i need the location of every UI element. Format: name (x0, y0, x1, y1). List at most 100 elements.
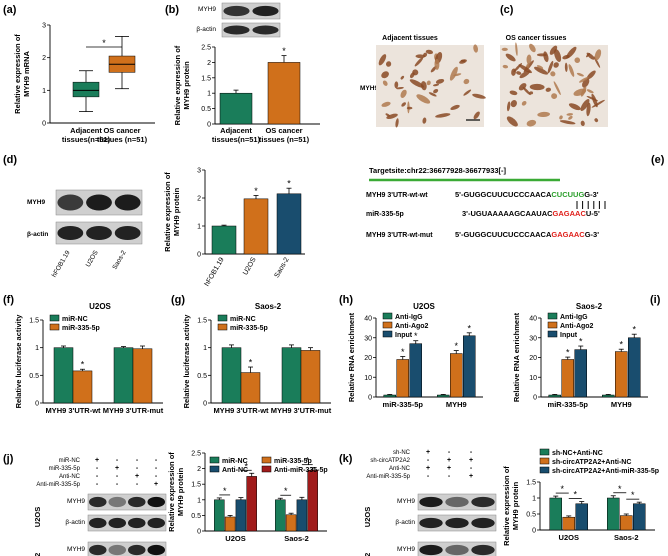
x-tick-label: Saos-2 (284, 534, 309, 543)
y-tick-label: 0 (207, 122, 211, 129)
y-tick-label: 1 (207, 91, 211, 98)
panel-title: Saos-2 (576, 302, 603, 311)
y-axis-label: MYH9 protein (182, 61, 191, 110)
bar-d-0 (211, 225, 237, 255)
panel-title: U2OS (413, 302, 435, 311)
bar-b-0 (219, 92, 253, 125)
significance-star: * (560, 484, 564, 494)
stain-cell (586, 95, 599, 102)
treatment-sign: + (154, 481, 158, 488)
stain-cell (422, 117, 427, 124)
bar-i-0-0 (548, 394, 561, 398)
bar-h-0-2 (409, 343, 422, 398)
stain-cell (434, 58, 440, 70)
stain-cell (416, 94, 431, 104)
bar-i-1-2 (628, 337, 641, 398)
column-title: OS cancer tissues (506, 35, 567, 42)
panel-letter: (j) (3, 453, 14, 465)
stain-cell (568, 103, 581, 111)
y-tick-label: 0.5 (29, 373, 39, 380)
stain-cell (526, 54, 532, 65)
y-tick-label: 2 (197, 466, 201, 473)
y-tick-label: 30 (529, 335, 537, 342)
legend-label: Anti-NC (222, 467, 248, 474)
y-tick-label: 2.5 (201, 45, 211, 52)
y-tick-label: 1 (203, 345, 207, 352)
ihc-image-adjacent (376, 44, 486, 128)
treatment-sign: - (470, 449, 473, 456)
panel-letter: (f) (3, 294, 14, 306)
bar-j-1-1 (285, 514, 297, 532)
stain-cell (409, 79, 425, 88)
bar-k-0-2 (575, 503, 588, 531)
x-tick-label: Saos-2 (614, 533, 639, 542)
blot-band (419, 517, 443, 529)
legend-swatch (382, 321, 393, 329)
legend-label: Input (560, 332, 578, 339)
x-tick-label: Adjacent (70, 126, 102, 135)
bar-h-0-0 (383, 394, 396, 398)
stain-cell (580, 98, 590, 112)
blot-band (88, 544, 107, 556)
stain-cell (553, 62, 559, 68)
ihc-background (376, 45, 484, 127)
sequence: 5'-GUGGCUUCUCCCAACAGAGAACG-3' (455, 230, 599, 239)
y-axis-label: MYH9 protein (176, 467, 185, 516)
y-tick-label: 0.5 (526, 512, 536, 519)
stain-cell (515, 42, 518, 56)
significance-star: * (619, 340, 623, 350)
legend-label: Anti-Ago2 (395, 323, 429, 330)
stain-cell (394, 81, 399, 89)
bar-h-1-0 (437, 394, 450, 398)
stain-cell (433, 83, 440, 87)
treatment-label: sh-circATP2A2 (370, 458, 410, 464)
significance-star: * (631, 490, 635, 500)
blot-band (471, 496, 495, 508)
blot-strip (87, 493, 167, 511)
stain-cell (406, 106, 413, 110)
stain-cell (435, 78, 445, 84)
y-tick-label: 20 (529, 355, 537, 362)
stain-cell (574, 57, 581, 63)
stain-cell (564, 62, 568, 73)
y-tick-label: 1.5 (191, 482, 201, 489)
blot-label: MYH9 (198, 6, 216, 13)
stain-cell (536, 65, 544, 70)
bar-d-1 (243, 198, 269, 255)
blot-band (114, 225, 141, 241)
stain-cell (395, 118, 399, 128)
treatment-sign: - (136, 457, 139, 464)
bar-j-1-3 (307, 469, 318, 532)
significance-star: * (573, 490, 577, 500)
treatment-label: Anti-miR-335-5p (36, 482, 80, 488)
treatment-label: Anti-miR-335-5p (366, 474, 410, 480)
y-tick-label: 1.5 (197, 318, 207, 325)
x-tick-label: U2OS (242, 256, 258, 276)
y-axis-label: Relative expression of (13, 34, 22, 114)
x-tick-label: hFOB1.19 (204, 256, 226, 287)
y-tick-label: 2 (197, 196, 201, 203)
stain-cell (386, 61, 392, 67)
significance-star: * (284, 486, 288, 496)
stain-cell (591, 99, 605, 108)
y-axis-label: Relative RNA enrichment (347, 312, 356, 402)
blot-band (419, 496, 443, 508)
stain-cell (426, 80, 431, 86)
stain-cell (386, 113, 398, 119)
blot-band (147, 544, 166, 556)
treatment-sign: - (470, 465, 473, 472)
stain-cell (425, 49, 434, 55)
y-tick-label: 30 (364, 335, 372, 342)
y-tick-label: 10 (364, 375, 372, 382)
bar-i-0-1 (561, 359, 574, 398)
legend-swatch (547, 330, 558, 338)
bar-j-0-3 (246, 476, 257, 532)
stain-cell (463, 78, 470, 85)
stain-cell (580, 120, 585, 127)
stain-cell (553, 81, 561, 96)
stain-cell (534, 66, 549, 75)
legend-label: Anti-Ago2 (560, 323, 594, 330)
x-tick-label: MYH9 3'UTR-mut (103, 406, 164, 415)
legend-swatch (547, 321, 558, 329)
stain-cell (502, 64, 509, 69)
